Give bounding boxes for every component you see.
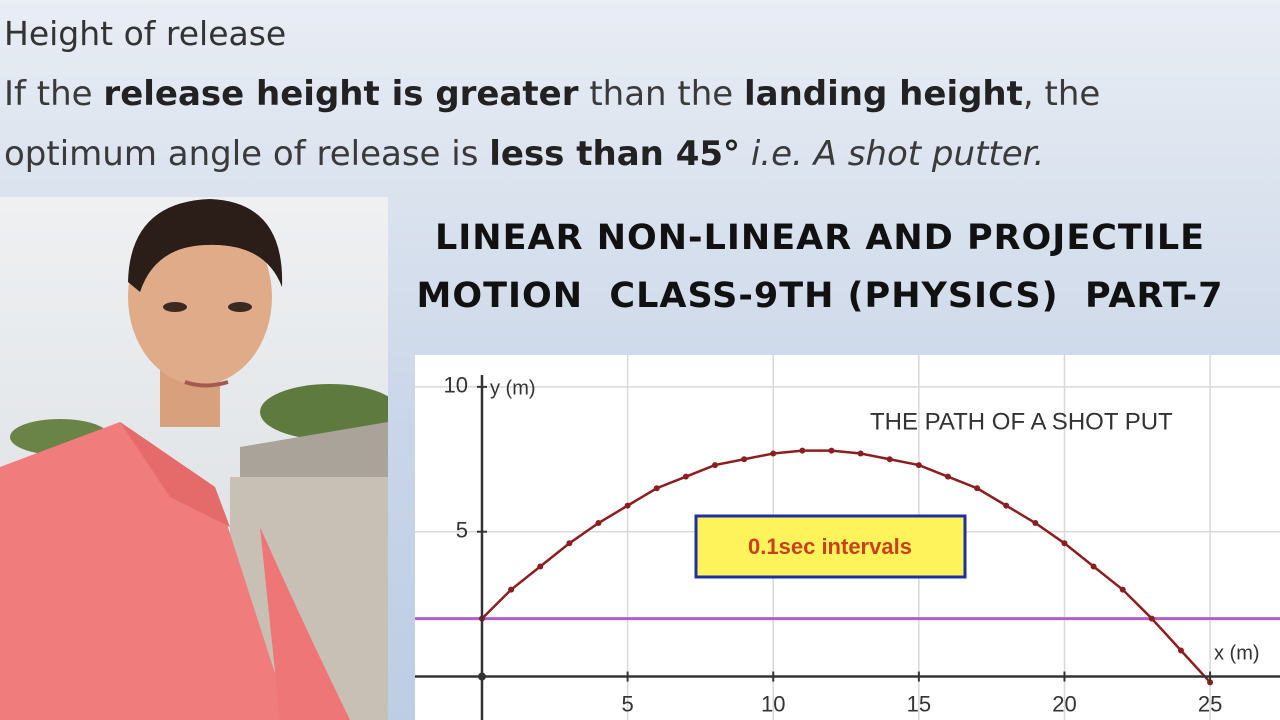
data-point [915, 462, 922, 469]
x-tick-label: 10 [761, 691, 785, 716]
header-line: optimum angle of release is less than 45… [4, 134, 1044, 174]
data-point [886, 456, 893, 463]
data-point [1207, 679, 1214, 686]
presenter-photo [0, 197, 388, 720]
y-axis-label: y (m) [490, 377, 536, 399]
data-point [1177, 647, 1184, 654]
annotation-box [694, 514, 967, 579]
data-point [857, 450, 864, 457]
x-tick-label: 25 [1198, 691, 1222, 716]
video-title: MOTION CLASS-9TH (PHYSICS) PART-7 [416, 276, 1224, 316]
data-point [944, 473, 951, 480]
x-axis-label: x (m) [1214, 642, 1260, 664]
header-line: If the release height is greater than th… [4, 74, 1100, 114]
data-point [682, 473, 689, 480]
text: , the [1022, 74, 1101, 114]
y-tick-label: 10 [444, 373, 468, 398]
x-tick-label: 5 [621, 691, 633, 716]
data-point [537, 563, 544, 570]
data-point [624, 502, 631, 509]
header-title: Height of release [4, 14, 287, 53]
data-point [1032, 520, 1039, 527]
data-point [799, 447, 806, 454]
data-point [1061, 540, 1068, 547]
data-point [653, 485, 660, 492]
y-tick-label: 5 [456, 518, 468, 543]
data-point [1119, 586, 1126, 593]
data-point [828, 447, 835, 454]
data-point [711, 462, 718, 469]
origin [477, 672, 486, 681]
annotation: 0.1sec intervals [748, 534, 912, 559]
data-point [1148, 615, 1155, 622]
text: release height is greater [103, 74, 579, 114]
data-point [566, 540, 573, 547]
data-point [1003, 502, 1010, 509]
data-point [770, 450, 777, 457]
text: i.e. A shot putter. [740, 134, 1045, 174]
text: than the [578, 74, 744, 114]
text: less than 45° [489, 134, 741, 174]
text: If the [4, 74, 104, 114]
data-point [974, 485, 981, 492]
x-tick-label: 15 [907, 691, 931, 716]
video-title: LINEAR NON-LINEAR AND PROJECTILE [434, 218, 1206, 258]
data-point [508, 586, 515, 593]
trajectory-line [481, 449, 1212, 684]
text: landing height [744, 74, 1023, 114]
data-point [1090, 563, 1097, 570]
data-point [595, 520, 602, 527]
chart-title: THE PATH OF A SHOT PUT [870, 408, 1173, 435]
text: optimum angle of release is [4, 134, 490, 174]
data-point [741, 456, 748, 463]
x-tick-label: 20 [1052, 691, 1076, 716]
